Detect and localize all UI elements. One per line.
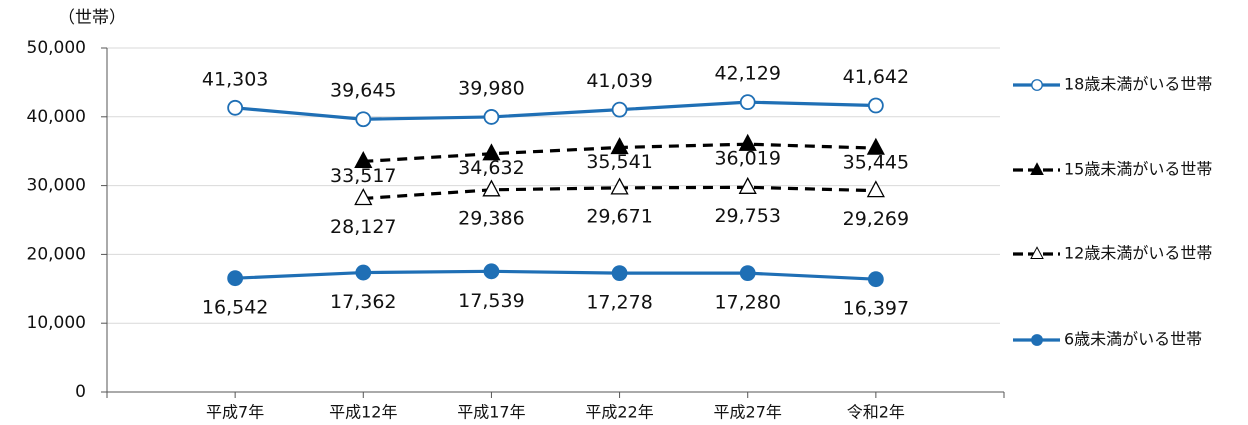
legend-label: 18歳未満がいる世帯 — [1064, 75, 1212, 94]
data-label: 33,517 — [330, 165, 396, 187]
data-point — [483, 109, 500, 125]
x-tick-label: 平成22年 — [585, 403, 653, 422]
data-label: 17,278 — [586, 292, 652, 314]
data-point — [866, 137, 885, 155]
data-label: 35,445 — [843, 152, 909, 174]
data-label: 16,397 — [843, 298, 909, 320]
data-label: 41,039 — [586, 70, 652, 92]
data-label: 41,642 — [843, 66, 909, 88]
legend-marker — [1030, 246, 1044, 259]
data-label: 42,129 — [714, 63, 780, 85]
data-point — [739, 94, 756, 111]
x-tick-label: 平成12年 — [329, 403, 397, 422]
series-line — [235, 100, 876, 121]
data-point — [738, 176, 757, 194]
data-label: 29,671 — [586, 205, 652, 227]
legend-label: 15歳未満がいる世帯 — [1064, 160, 1212, 179]
data-point — [482, 143, 501, 161]
y-tick-label: 50,000 — [27, 38, 86, 58]
data-point — [483, 263, 500, 280]
data-label: 34,632 — [458, 157, 524, 179]
data-point — [355, 264, 372, 281]
legend-marker — [1031, 334, 1043, 346]
x-tick-label: 平成7年 — [206, 403, 264, 422]
data-label: 35,541 — [586, 151, 652, 173]
x-tick-label: 平成27年 — [714, 403, 782, 422]
legend-label: 12歳未満がいる世帯 — [1064, 244, 1212, 263]
x-tick-label: 平成17年 — [457, 403, 525, 422]
data-label: 17,280 — [714, 292, 780, 314]
y-axis-label: （世帯） — [58, 8, 126, 28]
data-point — [739, 265, 756, 282]
y-tick-label: 40,000 — [27, 107, 86, 127]
data-point — [227, 270, 244, 287]
data-point — [867, 271, 884, 288]
data-label: 41,303 — [202, 68, 268, 90]
series-line — [235, 269, 876, 281]
data-label: 28,127 — [330, 216, 396, 238]
legend-label: 6歳未満がいる世帯 — [1064, 330, 1202, 349]
data-label: 39,980 — [458, 77, 524, 99]
legend-marker — [1031, 79, 1043, 91]
data-label: 36,019 — [714, 148, 780, 170]
y-tick-label: 10,000 — [27, 313, 86, 333]
y-tick-label: 30,000 — [27, 176, 86, 196]
data-point — [227, 99, 244, 116]
data-point — [611, 265, 628, 282]
data-label: 17,539 — [458, 290, 524, 312]
y-tick-label: 0 — [75, 382, 86, 402]
data-point — [867, 97, 884, 114]
data-point — [610, 177, 629, 195]
data-point — [354, 188, 373, 206]
legend-marker — [1030, 162, 1044, 175]
data-point — [482, 179, 501, 197]
data-point — [611, 101, 628, 118]
data-point — [610, 137, 629, 155]
data-label: 16,542 — [202, 297, 268, 319]
data-point — [866, 180, 885, 198]
data-point — [354, 151, 373, 169]
data-label: 29,753 — [714, 205, 780, 227]
y-tick-label: 20,000 — [27, 244, 86, 264]
data-point — [738, 133, 757, 151]
data-label: 29,269 — [843, 208, 909, 230]
data-label: 29,386 — [458, 207, 524, 229]
data-label: 39,645 — [330, 80, 396, 102]
x-tick-label: 令和2年 — [847, 403, 905, 422]
data-label: 17,362 — [330, 291, 396, 313]
data-point — [355, 111, 372, 128]
